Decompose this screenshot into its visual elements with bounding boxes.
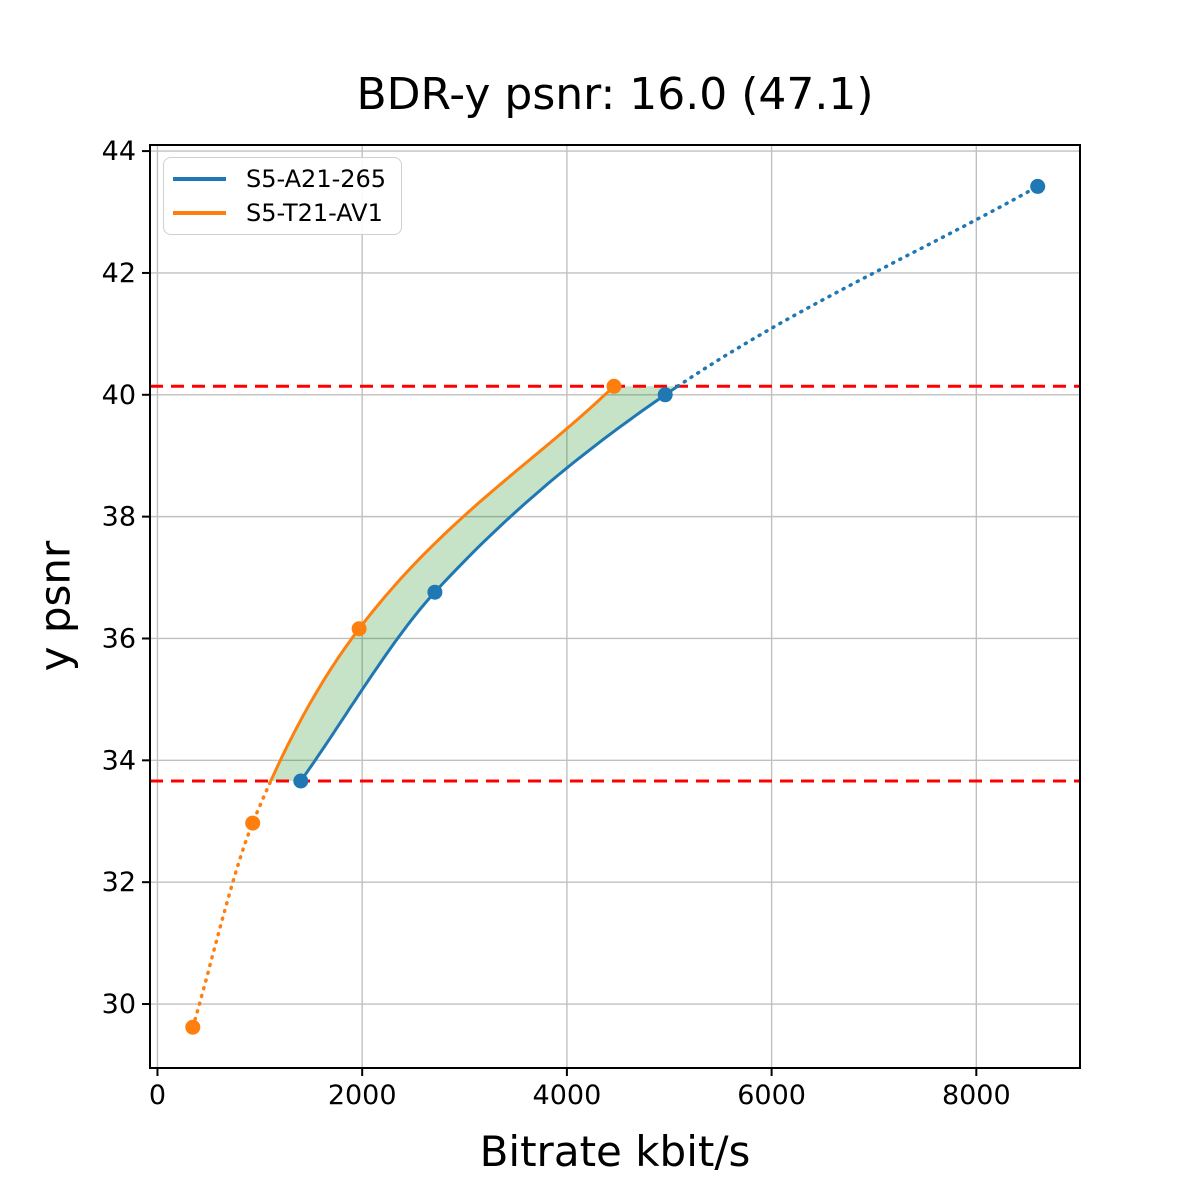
data-point-marker xyxy=(185,1019,201,1035)
series-curve-s5-t21-av1-dotted xyxy=(191,779,273,1029)
x-axis-label: Bitrate kbit/s xyxy=(479,1127,751,1176)
y-tick-label: 38 xyxy=(102,502,136,533)
x-tick-label: 8000 xyxy=(942,1080,1011,1111)
series-curve-s5-a21-265-dotted xyxy=(675,184,1040,389)
y-axis-label: y psnr xyxy=(30,540,80,672)
data-point-marker xyxy=(245,815,261,831)
series-curve-s5-t21-av1-solid xyxy=(269,385,616,782)
x-tick-label: 0 xyxy=(149,1080,166,1111)
legend-label-s5-a21-265: S5-A21-265 xyxy=(246,165,387,193)
legend-label-s5-t21-av1: S5-T21-AV1 xyxy=(246,199,383,227)
y-tick-label: 40 xyxy=(102,380,136,411)
data-point-marker xyxy=(657,387,673,403)
legend-item-s5-t21-av1: S5-T21-AV1 xyxy=(164,199,401,227)
y-tick-label: 42 xyxy=(102,258,136,289)
y-tick-label: 34 xyxy=(102,745,136,776)
y-tick-label: 44 xyxy=(102,136,136,167)
data-point-marker xyxy=(293,773,309,789)
axes-spines xyxy=(149,144,1081,1069)
data-point-marker xyxy=(351,621,367,637)
x-tick-label: 6000 xyxy=(737,1080,806,1111)
x-tick-label: 4000 xyxy=(533,1080,602,1111)
legend-line-swatch-blue xyxy=(173,177,226,181)
y-tick-label: 30 xyxy=(102,989,136,1020)
bd-shaded-region xyxy=(270,386,678,781)
data-point-marker xyxy=(1030,178,1046,194)
legend-line-swatch-orange xyxy=(173,211,226,215)
y-tick-label: 36 xyxy=(102,623,136,654)
legend: S5-A21-265 S5-T21-AV1 xyxy=(163,157,402,235)
legend-item-s5-a21-265: S5-A21-265 xyxy=(164,165,401,193)
data-point-marker xyxy=(606,378,622,394)
data-point-marker xyxy=(427,584,443,600)
chart-title: BDR-y psnr: 16.0 (47.1) xyxy=(356,69,874,120)
x-tick-label: 2000 xyxy=(328,1080,397,1111)
y-tick-label: 32 xyxy=(102,867,136,898)
series-curve-s5-a21-265-solid xyxy=(299,384,680,782)
